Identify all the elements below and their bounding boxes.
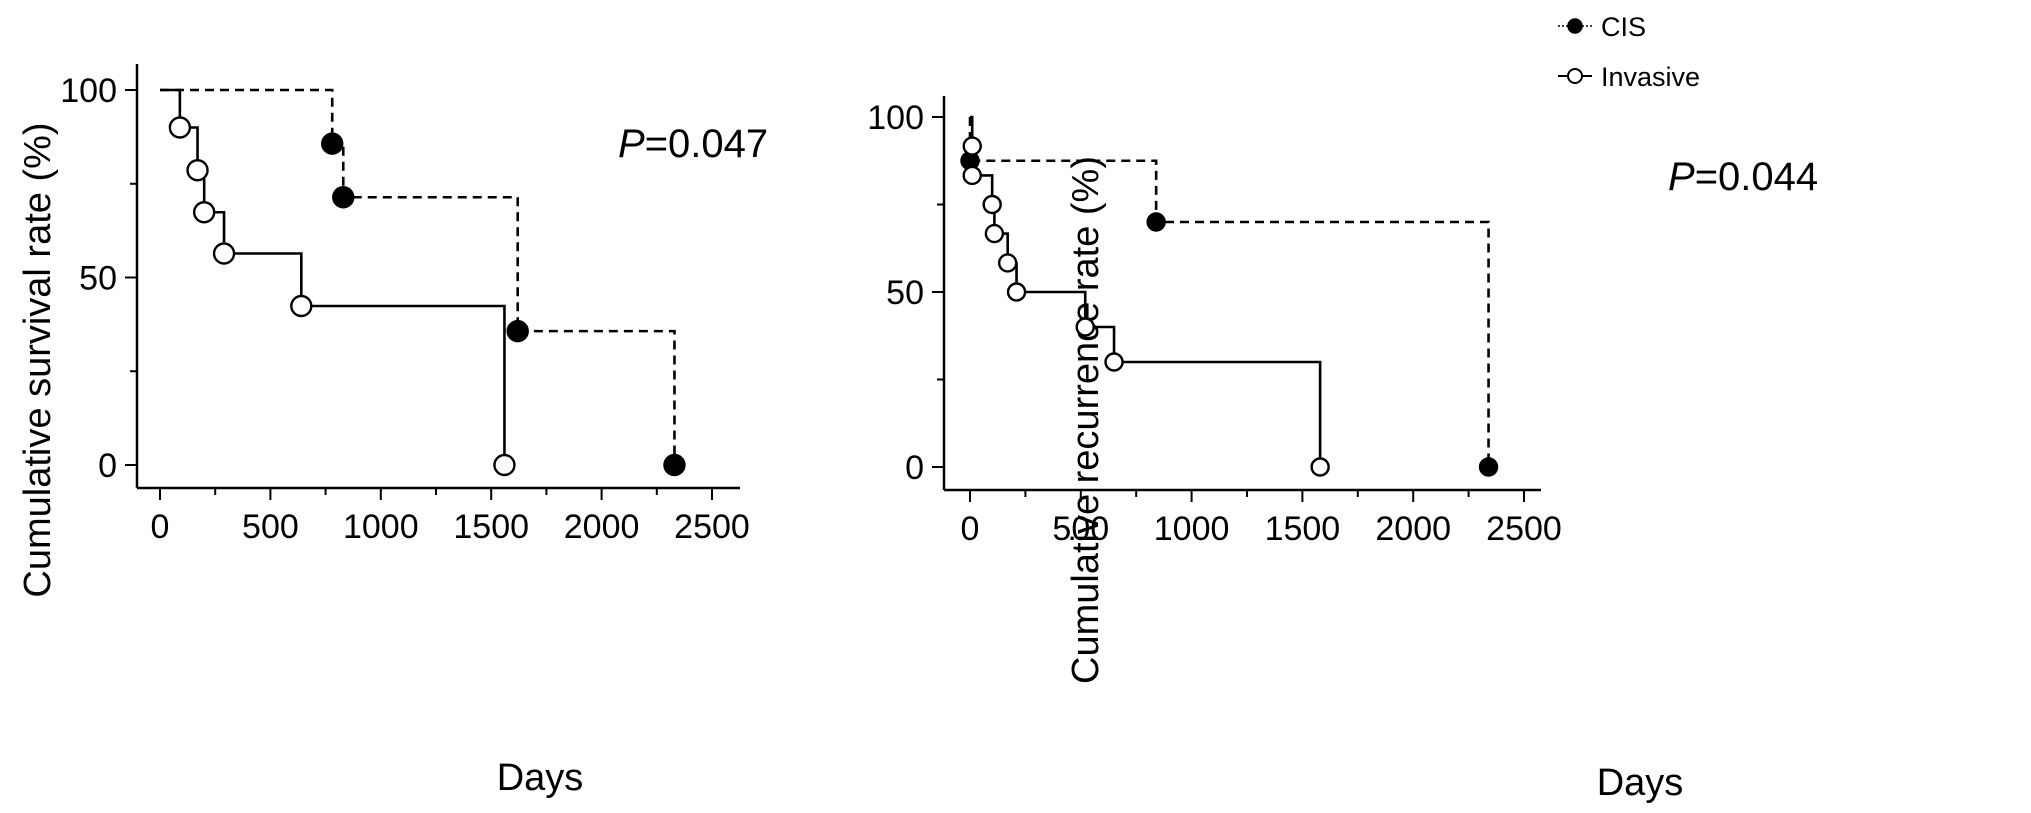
- survival-x-tick-label-2500: 2500: [674, 508, 750, 546]
- survival-y-tick-label-0: 0: [98, 447, 117, 485]
- survival-x-tick-label-1500: 1500: [453, 508, 529, 546]
- recurrence-x-axis-title: Days: [1597, 762, 1684, 804]
- survival-invasive-point-2: [192, 201, 216, 224]
- recurrence-invasive-point-3: [984, 223, 1005, 244]
- survival-p-value: P=0.047: [618, 122, 768, 166]
- survival-cis-point-0: [321, 132, 344, 155]
- legend-label-invasive: Invasive: [1601, 62, 1700, 92]
- legend-invasive-marker: [1567, 68, 1583, 84]
- recurrence-x-tick-label-2000: 2000: [1375, 510, 1451, 548]
- survival-chart: P=0.047 Days Cumulative survival rate (%…: [17, 64, 768, 799]
- survival-y-tick-label-50: 50: [79, 260, 117, 298]
- survival-cis-curve: [160, 88, 676, 465]
- survival-y-tick-label-100: 100: [60, 72, 117, 110]
- recurrence-invasive-point-6: [1075, 317, 1095, 337]
- recurrence-invasive-point-1: [962, 165, 982, 186]
- survival-y-axis-title: Cumulative survival rate (%): [17, 122, 59, 597]
- survival-x-axis-title: Days: [497, 757, 584, 799]
- survival-invasive-point-1: [186, 159, 209, 182]
- legend-label-cis: CIS: [1601, 12, 1646, 42]
- recurrence-x-tick-label-500: 500: [1052, 510, 1109, 548]
- survival-cis-point-2: [506, 319, 529, 343]
- recurrence-invasive-point-0: [962, 136, 982, 156]
- survival-x-tick-label-2000: 2000: [564, 508, 640, 546]
- legend-item-invasive: Invasive: [1558, 62, 1700, 92]
- recurrence-p-rest: =0.044: [1695, 155, 1818, 199]
- survival-cis-point-3: [663, 453, 686, 477]
- recurrence-x-tick-label-0: 0: [961, 510, 980, 548]
- recurrence-invasive-point-2: [982, 194, 1002, 215]
- legend-item-cis: CIS: [1558, 12, 1646, 42]
- recurrence-chart: P=0.044 Days Cumulative recurrence rate …: [867, 96, 1818, 804]
- survival-x-tick-label-500: 500: [242, 508, 299, 546]
- survival-invasive-point-3: [212, 242, 236, 265]
- recurrence-cis-point-1: [1146, 212, 1166, 232]
- legend-cis-marker: [1567, 18, 1583, 34]
- recurrence-y-tick-label-50: 50: [886, 274, 924, 312]
- survival-invasive-point-0: [168, 116, 192, 139]
- recurrence-p-italic: P: [1668, 155, 1695, 199]
- recurrence-y-tick-label-0: 0: [905, 449, 924, 487]
- survival-x-tick-label-1000: 1000: [343, 508, 419, 546]
- survival-x-tick-label-0: 0: [151, 508, 170, 546]
- recurrence-invasive-point-8: [1310, 457, 1330, 477]
- survival-p-rest: =0.047: [645, 122, 768, 166]
- recurrence-x-tick-label-1500: 1500: [1265, 510, 1341, 548]
- recurrence-y-tick-label-100: 100: [867, 99, 924, 137]
- survival-p-italic: P: [618, 122, 645, 166]
- recurrence-x-tick-label-1000: 1000: [1154, 510, 1230, 548]
- survival-invasive-point-4: [290, 294, 313, 318]
- survival-cis-point-1: [332, 186, 355, 209]
- survival-invasive-point-5: [493, 453, 516, 477]
- recurrence-invasive-point-4: [997, 253, 1018, 273]
- recurrence-y-axis-title: Cumulative recurrence rate (%): [1065, 156, 1107, 684]
- recurrence-x-tick-label-2500: 2500: [1486, 510, 1562, 548]
- recurrence-cis-point-2: [1478, 457, 1499, 477]
- recurrence-invasive-point-5: [1006, 282, 1027, 302]
- recurrence-invasive-point-7: [1104, 352, 1124, 372]
- legend: CIS Invasive: [1558, 12, 1700, 92]
- recurrence-p-value: P=0.044: [1668, 155, 1818, 199]
